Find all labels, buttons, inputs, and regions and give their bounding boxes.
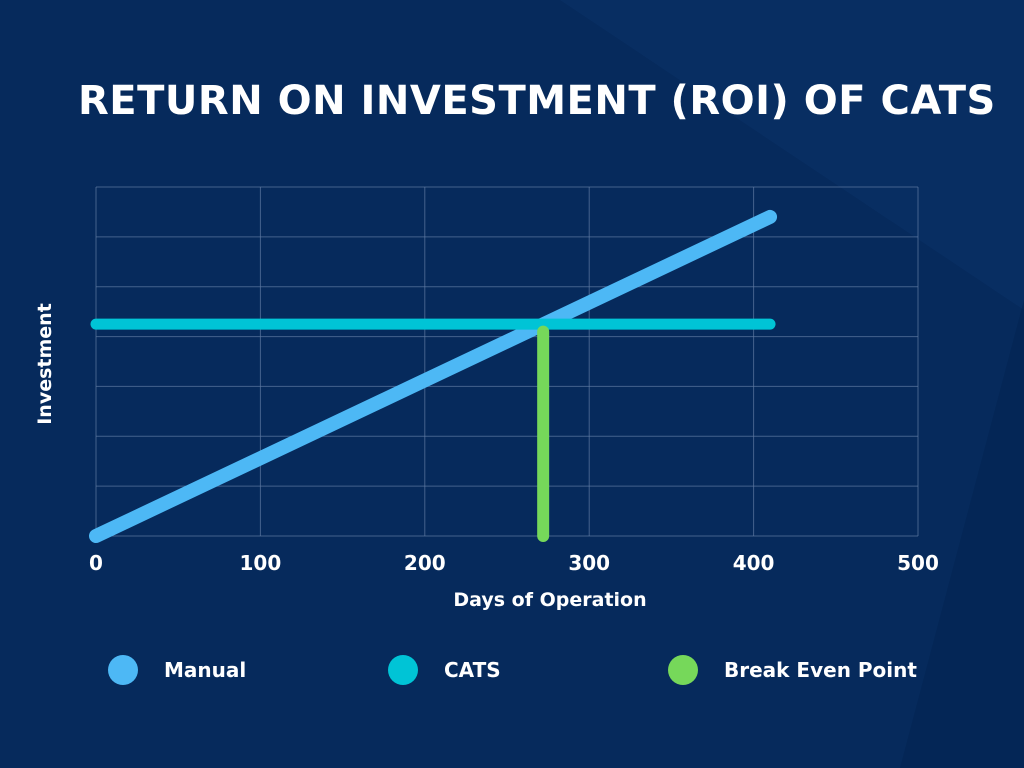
y-axis-label: Investment: [34, 303, 56, 425]
chart-title: RETURN ON INVESTMENT (ROI) OF CATS: [78, 78, 996, 124]
x-tick-label: 0: [89, 551, 103, 575]
legend-item-cats: CATS: [388, 652, 501, 688]
legend-label-cats: CATS: [444, 658, 501, 682]
chart-series: [89, 209, 778, 543]
chart-grid: [95, 186, 919, 537]
x-tick-label: 100: [240, 551, 282, 575]
legend-item-manual: Manual: [108, 652, 246, 688]
x-tick-label: 500: [897, 551, 939, 575]
x-axis-label: Days of Operation: [453, 589, 646, 611]
legend-label-break-even-point: Break Even Point: [724, 658, 917, 682]
x-tick-label: 300: [568, 551, 610, 575]
legend-item-break-even-point: Break Even Point: [668, 652, 917, 688]
legend-marker-break-even-point: [668, 655, 698, 685]
x-tick-label: 200: [404, 551, 446, 575]
x-tick-label: 400: [733, 551, 775, 575]
legend-marker-manual: [108, 655, 138, 685]
x-axis-ticks: 0 100 200 300 400 500: [89, 551, 939, 575]
legend-label-manual: Manual: [164, 658, 247, 682]
legend-marker-cats: [388, 655, 418, 685]
series-line-manual: [89, 209, 778, 543]
chart-legend: Manual CATS Break Even Point: [0, 652, 1024, 688]
roi-chart: 0 100 200 300 400 500 Days of Operation Inves…: [34, 186, 939, 611]
